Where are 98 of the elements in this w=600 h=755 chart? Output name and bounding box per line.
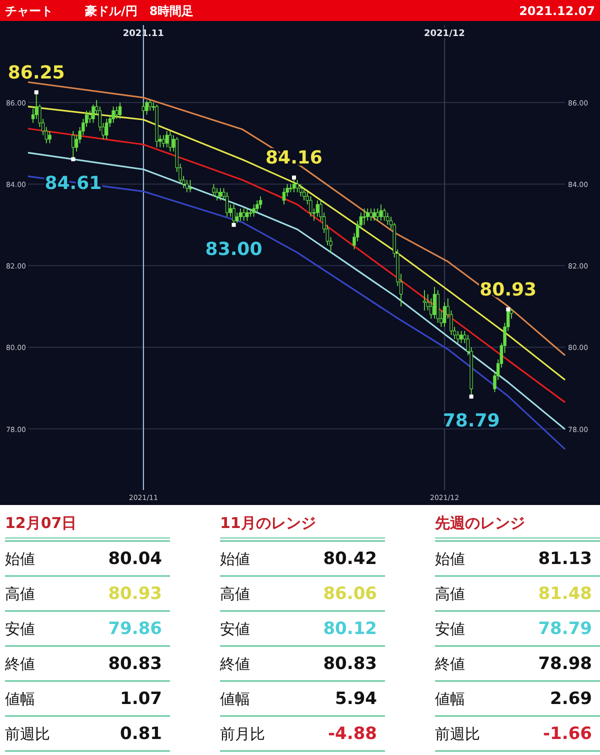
candlestick [376,208,380,222]
text: 前月比 [220,725,265,743]
text: 値幅 [5,690,35,708]
text: 安値 [435,620,465,638]
candlestick [246,208,249,222]
candlestick [316,200,320,218]
text: 1.07 [120,689,162,709]
text: 78.79 [538,619,592,639]
candlestick [165,130,168,148]
candlestick [112,106,115,124]
text: 78.98 [538,654,592,674]
candlestick [299,184,302,197]
text: 始値 [220,550,250,568]
candlestick [382,208,386,222]
text: 80.04 [108,549,162,569]
candlestick [236,212,239,224]
candlestick [238,208,242,222]
candlestick [92,104,95,124]
candlestick [296,180,299,193]
line-series [27,81,566,356]
text: 11月のレンジ [220,514,316,532]
annotation: 86.25 [8,62,65,84]
annotation: 78.79 [442,410,500,432]
text: 80.83 [323,654,377,674]
text: 始値 [5,550,35,568]
text: 12月07日 [5,514,77,532]
text: 終値 [219,655,250,673]
candlestick [225,192,229,218]
text: 5.94 [335,689,378,709]
text: 81.48 [538,584,592,604]
candlestick [309,196,312,218]
text: 安値 [5,620,35,638]
chart-subtitle: チャート [5,4,53,18]
candlestick [302,188,306,201]
text: 80.93 [108,584,162,604]
text: 終値 [434,655,465,673]
text: 終値 [4,655,35,673]
candlestick [460,330,463,344]
candlestick [248,208,252,218]
candlestick [282,188,286,205]
candlestick [362,208,366,226]
candlestick [369,208,373,222]
text: 高値 [220,585,250,603]
candlestick [218,188,222,201]
text: 高値 [5,585,35,603]
text: 80.83 [108,654,162,674]
candlestick [148,100,152,112]
text: 安値 [220,620,250,638]
text: 値幅 [435,690,465,708]
text: 81.13 [538,549,592,569]
text: 86.06 [323,584,377,604]
candlestick [256,200,259,214]
text: 2021.12.07 [519,4,595,18]
candlestick [188,180,192,193]
text: 始値 [435,550,465,568]
candlestick [386,212,390,226]
candlestick [215,188,219,201]
annotation: 83.00 [205,238,262,260]
candlestick [232,204,236,226]
text: 値幅 [220,690,250,708]
candlestick [115,106,118,120]
candlestick [34,92,38,120]
text: 先週のレンジ [434,514,525,532]
candlestick [242,208,246,222]
candlestick [162,134,166,148]
text: 80.12 [323,619,377,639]
candlestick [292,177,296,193]
candlestick [142,102,146,116]
x2-tick-label: 2021/12 [424,29,465,39]
candlestick [168,130,172,152]
candlestick [48,130,52,144]
text: 79.86 [108,619,162,639]
candlestick [118,102,122,120]
candlestick [185,180,189,193]
text: 高値 [435,585,465,603]
candlestick [442,302,446,328]
candlestick [430,298,433,320]
text: 2.69 [550,689,592,709]
candlestick [372,208,376,222]
candlestick [88,110,92,124]
text: 0.81 [120,724,162,744]
candlestick [379,204,383,222]
candlestick [289,184,292,193]
candlestick [456,330,460,344]
candlestick [72,130,75,160]
text: 前週比 [5,725,50,743]
chart-title: 豪ドル/円 8時間足 [84,4,194,18]
candlestick [212,184,216,197]
candlestick [252,204,256,218]
text: 80.42 [323,549,377,569]
candlestick [366,208,370,222]
candlestick [145,100,148,116]
text: -4.88 [328,724,377,744]
text: 前週比 [435,725,480,743]
candlestick [105,118,108,140]
candlestick [258,196,262,210]
candlestick [432,286,436,320]
text: -1.66 [543,724,592,744]
